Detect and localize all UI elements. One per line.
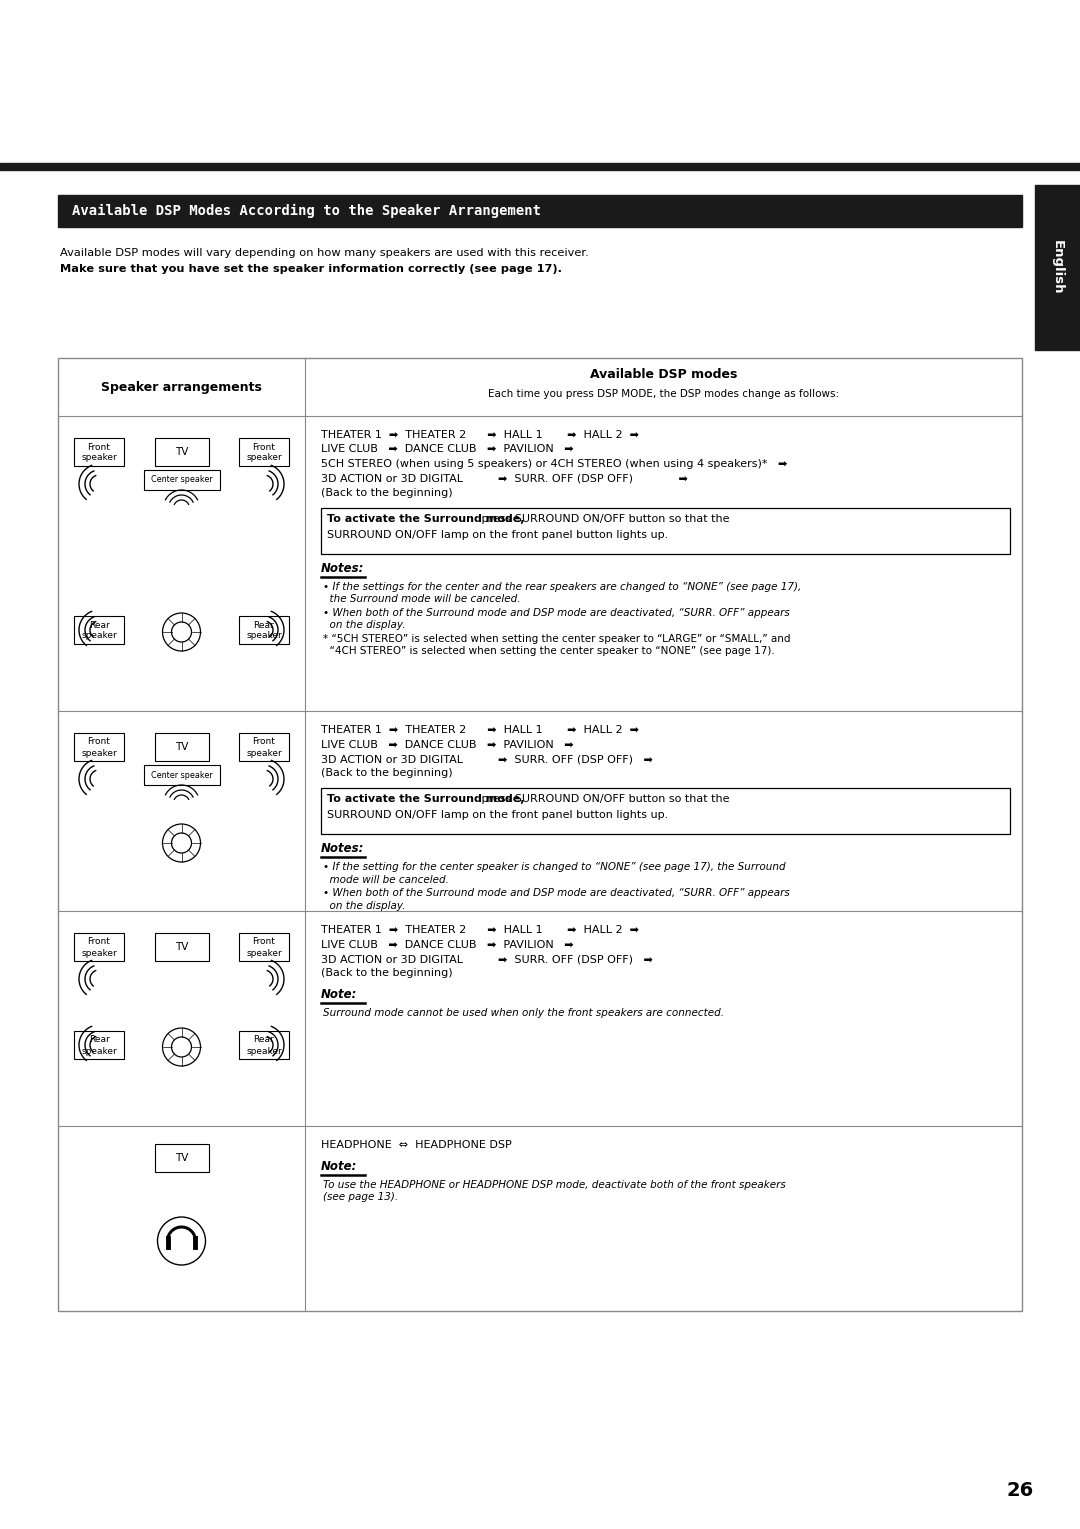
- Text: THEATER 1  ➡  THEATER 2      ➡  HALL 1       ➡  HALL 2  ➡: THEATER 1 ➡ THEATER 2 ➡ HALL 1 ➡ HALL 2 …: [321, 430, 639, 440]
- Text: HEADPHONE  ⇔  HEADPHONE DSP: HEADPHONE ⇔ HEADPHONE DSP: [321, 1141, 512, 1150]
- Bar: [239, 732, 289, 761]
- Text: “4CH STEREO” is selected when setting the center speaker to “NONE” (see page 17): “4CH STEREO” is selected when setting th…: [323, 647, 774, 656]
- Text: LIVE CLUB   ➡  DANCE CLUB   ➡  PAVILION   ➡: LIVE CLUB ➡ DANCE CLUB ➡ PAVILION ➡: [321, 740, 573, 749]
- Text: (Back to the beginning): (Back to the beginning): [321, 968, 453, 979]
- Text: • If the settings for the center and the rear speakers are changed to “NONE” (se: • If the settings for the center and the…: [323, 581, 801, 592]
- Text: • If the setting for the center speaker is changed to “NONE” (see page 17), the : • If the setting for the center speaker …: [323, 862, 785, 872]
- Bar: [321, 787, 1010, 833]
- Text: on the display.: on the display.: [323, 621, 405, 630]
- Text: Front: Front: [253, 442, 275, 451]
- Bar: [1035, 185, 1080, 350]
- Text: speaker: speaker: [246, 631, 282, 641]
- Text: 26: 26: [1007, 1480, 1034, 1500]
- Text: Front: Front: [87, 442, 110, 451]
- Text: To use the HEADPHONE or HEADPHONE DSP mode, deactivate both of the front speaker: To use the HEADPHONE or HEADPHONE DSP mo…: [323, 1179, 786, 1190]
- Text: TV: TV: [175, 942, 188, 953]
- Text: speaker: speaker: [81, 749, 117, 757]
- Bar: [58, 196, 1022, 226]
- Text: Front: Front: [87, 937, 110, 946]
- Text: THEATER 1  ➡  THEATER 2      ➡  HALL 1       ➡  HALL 2  ➡: THEATER 1 ➡ THEATER 2 ➡ HALL 1 ➡ HALL 2 …: [321, 925, 639, 936]
- Text: Rear: Rear: [254, 1035, 274, 1044]
- Text: speaker: speaker: [246, 749, 282, 757]
- Bar: [58, 358, 1022, 1310]
- Text: Speaker arrangements: Speaker arrangements: [102, 381, 262, 393]
- Bar: [144, 469, 219, 489]
- Text: Available DSP modes: Available DSP modes: [590, 367, 738, 381]
- Text: press SURROUND ON/OFF button so that the: press SURROUND ON/OFF button so that the: [478, 794, 730, 804]
- Text: Surround mode cannot be used when only the front speakers are connected.: Surround mode cannot be used when only t…: [323, 1008, 724, 1018]
- Text: (see page 13).: (see page 13).: [323, 1193, 399, 1202]
- Bar: [75, 933, 124, 962]
- Bar: [75, 732, 124, 761]
- Text: speaker: speaker: [81, 948, 117, 957]
- Bar: [154, 1144, 208, 1173]
- Text: Note:: Note:: [321, 1159, 357, 1173]
- Text: Center speaker: Center speaker: [150, 476, 213, 485]
- Text: speaker: speaker: [81, 1046, 117, 1055]
- Text: Rear: Rear: [254, 621, 274, 630]
- Text: • When both of the Surround mode and DSP mode are deactivated, “SURR. OFF” appea: • When both of the Surround mode and DSP…: [323, 888, 789, 898]
- Text: speaker: speaker: [246, 1046, 282, 1055]
- Bar: [154, 933, 208, 962]
- Text: LIVE CLUB   ➡  DANCE CLUB   ➡  PAVILION   ➡: LIVE CLUB ➡ DANCE CLUB ➡ PAVILION ➡: [321, 939, 573, 950]
- Text: To activate the Surround mode,: To activate the Surround mode,: [327, 514, 525, 523]
- Bar: [239, 616, 289, 644]
- Bar: [154, 437, 208, 466]
- Text: (Back to the beginning): (Back to the beginning): [321, 769, 453, 778]
- Bar: [239, 437, 289, 466]
- Text: TV: TV: [175, 446, 188, 457]
- Text: SURROUND ON/OFF lamp on the front panel button lights up.: SURROUND ON/OFF lamp on the front panel …: [327, 810, 669, 820]
- Text: 3D ACTION or 3D DIGITAL          ➡  SURR. OFF (DSP OFF)   ➡: 3D ACTION or 3D DIGITAL ➡ SURR. OFF (DSP…: [321, 954, 653, 963]
- Text: Front: Front: [253, 937, 275, 946]
- Text: SURROUND ON/OFF lamp on the front panel button lights up.: SURROUND ON/OFF lamp on the front panel …: [327, 529, 669, 540]
- Bar: [75, 616, 124, 644]
- Bar: [239, 933, 289, 962]
- Bar: [75, 437, 124, 466]
- Text: 5CH STEREO (when using 5 speakers) or 4CH STEREO (when using 4 speakers)*   ➡: 5CH STEREO (when using 5 speakers) or 4C…: [321, 459, 787, 469]
- Text: Available DSP modes will vary depending on how many speakers are used with this : Available DSP modes will vary depending …: [60, 248, 589, 258]
- Text: Available DSP Modes According to the Speaker Arrangement: Available DSP Modes According to the Spe…: [72, 203, 541, 219]
- Text: Each time you press DSP MODE, the DSP modes change as follows:: Each time you press DSP MODE, the DSP mo…: [488, 388, 839, 399]
- Text: THEATER 1  ➡  THEATER 2      ➡  HALL 1       ➡  HALL 2  ➡: THEATER 1 ➡ THEATER 2 ➡ HALL 1 ➡ HALL 2 …: [321, 725, 639, 735]
- Bar: [144, 764, 219, 784]
- Text: Rear: Rear: [89, 621, 109, 630]
- Text: Front: Front: [253, 737, 275, 746]
- Text: Front: Front: [87, 737, 110, 746]
- Bar: [239, 1031, 289, 1060]
- Bar: [321, 508, 1010, 553]
- Text: on the display.: on the display.: [323, 901, 405, 911]
- Text: the Surround mode will be canceled.: the Surround mode will be canceled.: [323, 595, 521, 604]
- Bar: [0, 164, 1080, 170]
- Text: TV: TV: [175, 742, 188, 752]
- Text: Note:: Note:: [321, 988, 357, 1001]
- Text: • When both of the Surround mode and DSP mode are deactivated, “SURR. OFF” appea: • When both of the Surround mode and DSP…: [323, 607, 789, 618]
- Text: English: English: [1051, 240, 1064, 295]
- Text: * “5CH STEREO” is selected when setting the center speaker to “LARGE” or “SMALL,: * “5CH STEREO” is selected when setting …: [323, 633, 791, 644]
- Text: speaker: speaker: [246, 454, 282, 462]
- Text: Make sure that you have set the speaker information correctly (see page 17).: Make sure that you have set the speaker …: [60, 265, 562, 274]
- Text: Notes:: Notes:: [321, 561, 364, 575]
- Text: Rear: Rear: [89, 1035, 109, 1044]
- Bar: [75, 1031, 124, 1060]
- Text: speaker: speaker: [81, 454, 117, 462]
- Text: speaker: speaker: [246, 948, 282, 957]
- Text: speaker: speaker: [81, 631, 117, 641]
- Bar: [154, 732, 208, 761]
- Text: To activate the Surround mode,: To activate the Surround mode,: [327, 794, 525, 804]
- Text: LIVE CLUB   ➡  DANCE CLUB   ➡  PAVILION   ➡: LIVE CLUB ➡ DANCE CLUB ➡ PAVILION ➡: [321, 445, 573, 454]
- Text: (Back to the beginning): (Back to the beginning): [321, 488, 453, 498]
- Text: mode will be canceled.: mode will be canceled.: [323, 875, 449, 885]
- Text: 3D ACTION or 3D DIGITAL          ➡  SURR. OFF (DSP OFF)   ➡: 3D ACTION or 3D DIGITAL ➡ SURR. OFF (DSP…: [321, 754, 653, 764]
- Text: 3D ACTION or 3D DIGITAL          ➡  SURR. OFF (DSP OFF)             ➡: 3D ACTION or 3D DIGITAL ➡ SURR. OFF (DSP…: [321, 474, 688, 483]
- Text: Notes:: Notes:: [321, 842, 364, 855]
- Text: TV: TV: [175, 1153, 188, 1164]
- Text: Center speaker: Center speaker: [150, 771, 213, 780]
- Text: press SURROUND ON/OFF button so that the: press SURROUND ON/OFF button so that the: [478, 514, 730, 523]
